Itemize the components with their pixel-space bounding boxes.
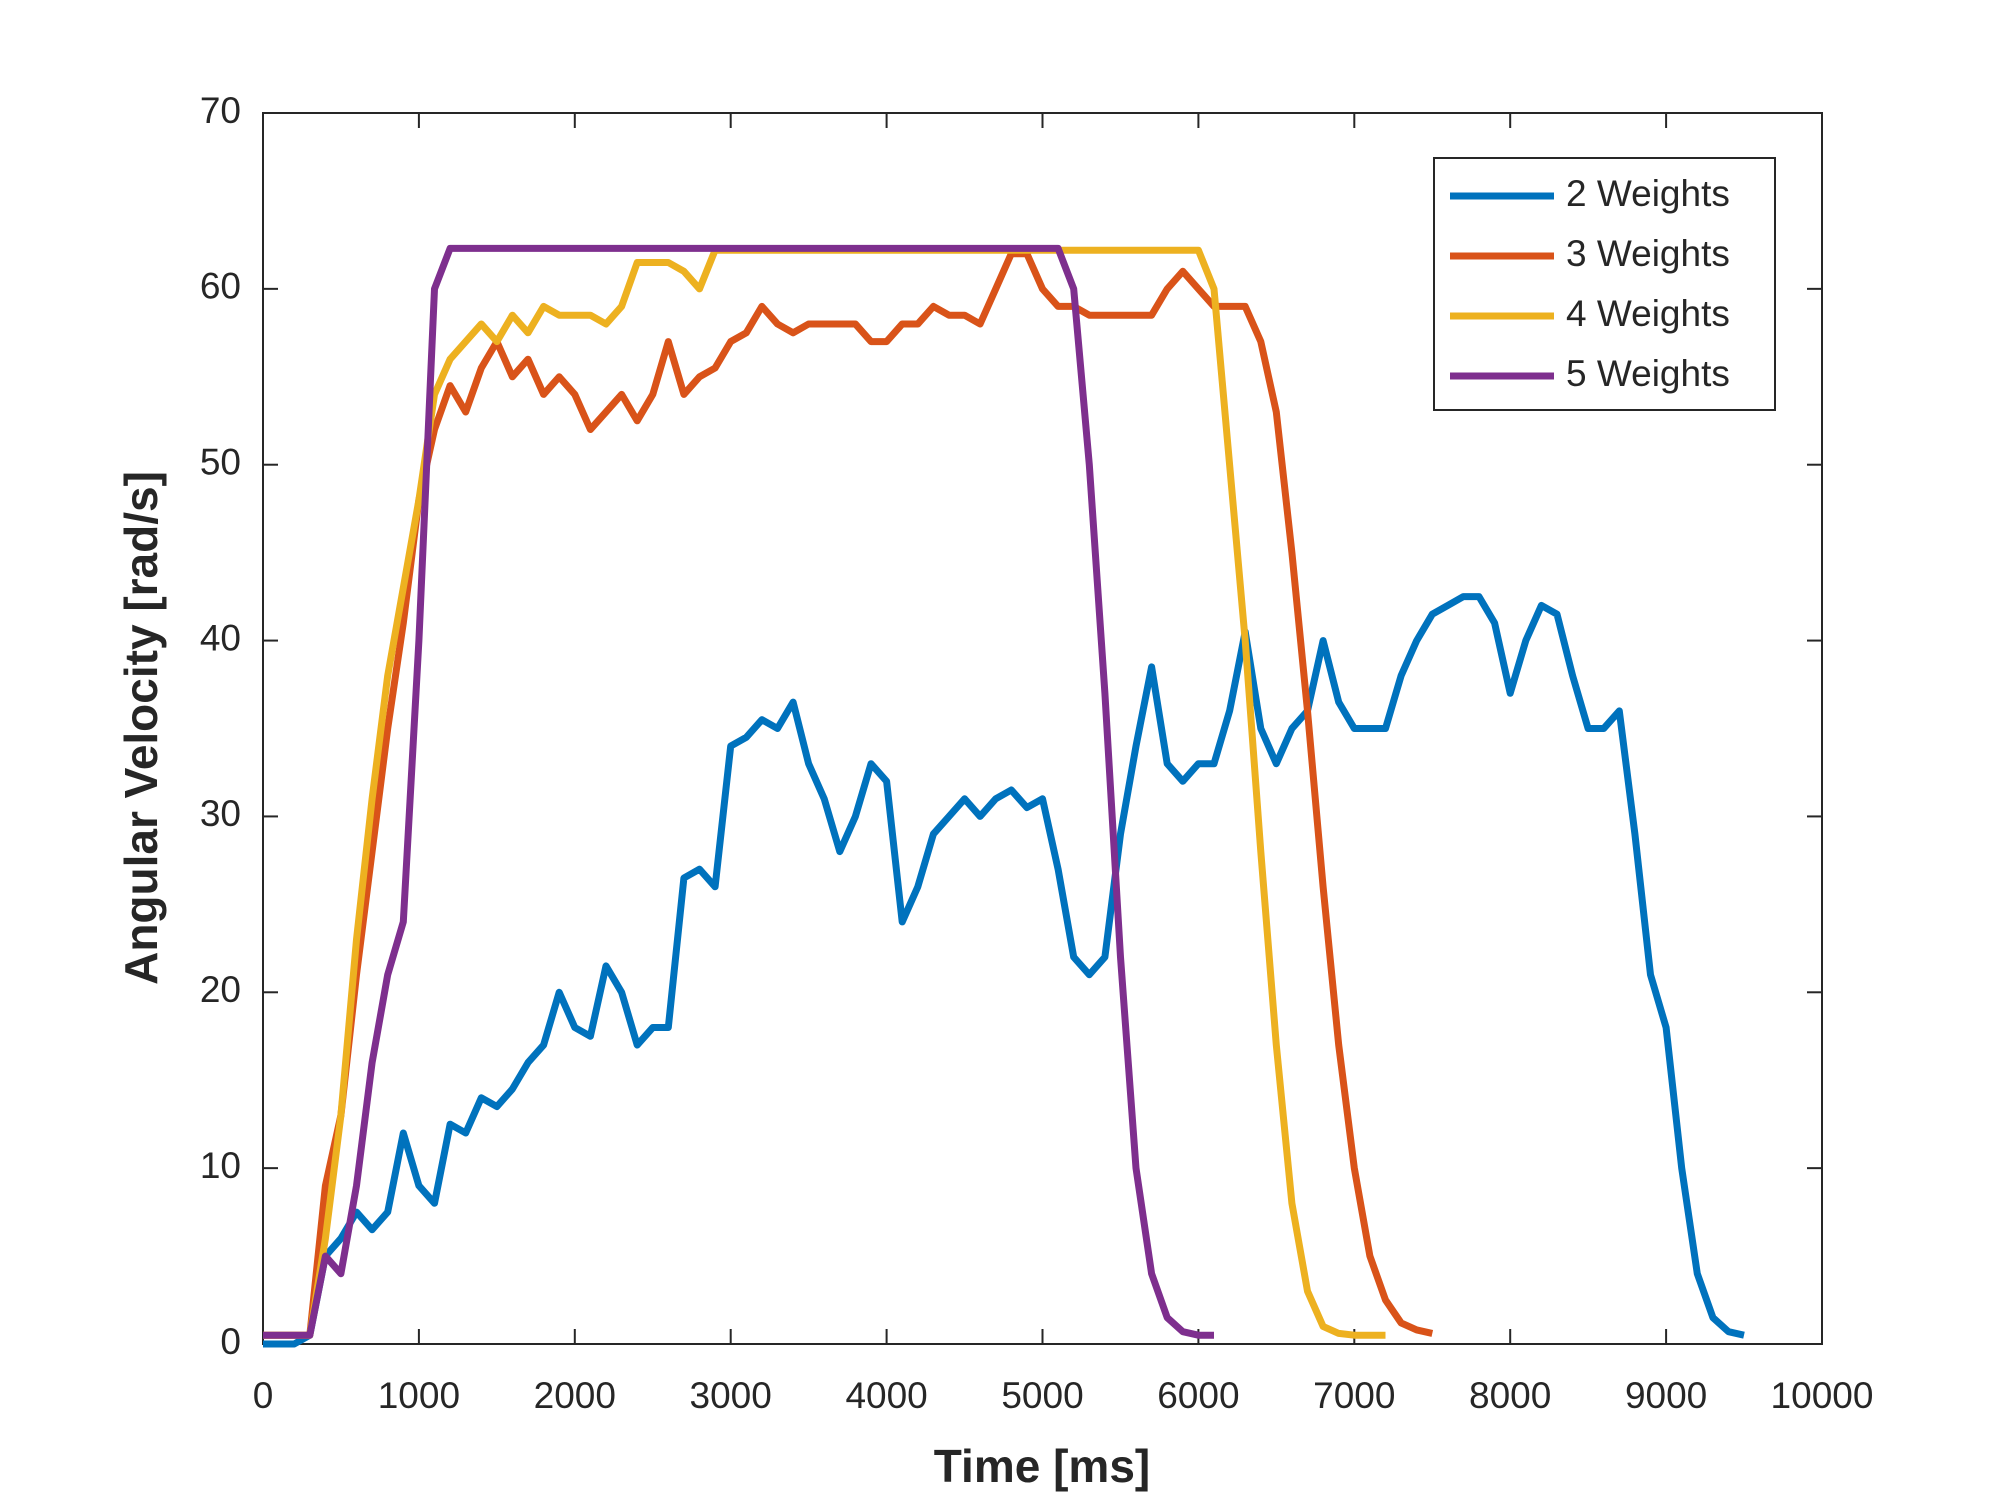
y-tick-label: 40 — [200, 617, 241, 658]
legend-label: 5 Weights — [1566, 353, 1730, 394]
x-tick-label: 4000 — [845, 1375, 927, 1416]
series-line — [263, 593, 1745, 1348]
series-line — [263, 250, 1434, 1339]
y-tick-label: 60 — [200, 266, 241, 307]
x-tick-label: 9000 — [1625, 1375, 1707, 1416]
legend-label: 3 Weights — [1566, 233, 1730, 274]
x-tick-label: 5000 — [1001, 1375, 1083, 1416]
plot-frame — [262, 112, 1823, 1345]
x-tick-label: 3000 — [690, 1375, 772, 1416]
x-tick-label: 1000 — [378, 1375, 460, 1416]
legend-label: 4 Weights — [1566, 293, 1730, 334]
legend-label: 2 Weights — [1566, 173, 1730, 214]
x-tick-label: 2000 — [534, 1375, 616, 1416]
y-tick-label: 70 — [200, 90, 241, 131]
y-tick-label: 0 — [220, 1321, 241, 1362]
y-tick-label: 50 — [200, 441, 241, 482]
x-tick-label: 10000 — [1771, 1375, 1874, 1416]
series-line — [263, 244, 1214, 1339]
y-tick-label: 30 — [200, 793, 241, 834]
y-axis-label: Angular Velocity [rad/s] — [115, 471, 167, 985]
x-tick-label: 6000 — [1157, 1375, 1239, 1416]
x-tick-label: 7000 — [1313, 1375, 1395, 1416]
x-tick-label: 8000 — [1469, 1375, 1551, 1416]
y-tick-label: 10 — [200, 1145, 241, 1186]
x-tick-label: 0 — [253, 1375, 274, 1416]
legend-box — [1433, 157, 1776, 411]
y-tick-label: 20 — [200, 969, 241, 1010]
x-axis-label: Time [ms] — [934, 1440, 1150, 1492]
